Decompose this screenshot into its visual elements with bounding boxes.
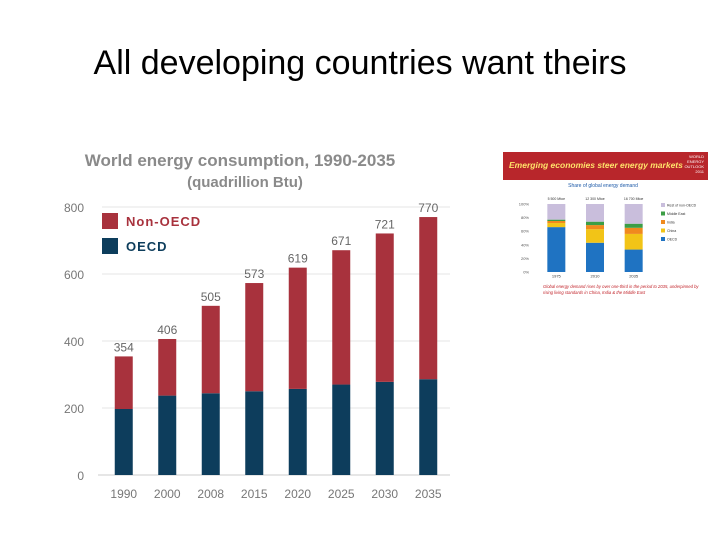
legend-label-oecd: OECD [126,239,168,254]
legend-swatch-oecd [102,238,118,254]
x-tick-label: 1990 [110,487,137,501]
inset-x-tick: 2010 [591,274,601,279]
chart-title: World energy consumption, 1990-2035 [85,151,396,170]
total-label-2030: 721 [375,217,395,231]
inset-share-chart: 0% 20% 40% 60% 80% 100% 1975 5 500 Mtoe 2010 12 … [519,197,697,279]
total-label-2015: 573 [244,267,264,281]
total-label-1990: 354 [114,340,134,354]
inset-y-ticks: 0% 20% 40% 60% 80% 100% [519,202,530,275]
bar-oecd-1990 [114,409,133,475]
total-label-2035: 770 [418,201,438,215]
inset-legend: Rest of non-OECD Middle East India China OEC… [661,203,697,242]
x-tick-label: 2000 [154,487,181,501]
inset-column-label: 5 500 Mtoe [548,197,566,201]
legend-swatch-non-oecd [102,213,118,229]
inset-x-tick: 2035 [629,274,639,279]
x-tick-label: 2025 [328,487,355,501]
inset-bar-2035-3 [624,223,643,228]
bar-non-oecd-2000 [158,338,177,396]
total-label-2000: 406 [157,323,177,337]
inset-x-ticks: 1975 5 500 Mtoe 2010 12 300 Mtoe 2035 16 700 … [548,197,644,279]
inset-subtitle: Share of global energy demand [568,183,638,189]
inset-header: Emerging economies steer energy markets … [503,152,708,180]
inset-bar-1975-3 [547,219,566,221]
inset-bar-2010-1 [586,229,604,243]
inset-bar-1975-0 [547,227,566,272]
bar-oecd-2000 [158,395,177,475]
inset-bars [547,204,643,272]
x-axis-ticks: 1990 2000 2008 2015 2020 2025 2030 2035 [110,487,442,501]
bar-oecd-2015 [245,391,264,475]
inset-weo-image: Emerging economies steer energy markets … [503,152,708,307]
bar-non-oecd-2030 [375,233,394,382]
inset-legend-label: OECD [667,238,678,242]
inset-legend-swatch [661,220,665,224]
total-label-2008: 505 [201,290,221,304]
bar-non-oecd-2035 [419,217,438,380]
x-tick-label: 2015 [241,487,268,501]
bars: 354 406 505 573 619 671 721 770 [114,201,439,475]
inset-legend-swatch [661,237,665,241]
inset-legend-swatch [661,211,665,216]
y-tick-label: 200 [64,402,84,416]
inset-y-tick: 40% [521,242,529,247]
inset-column-label: 16 700 Mtoe [624,197,644,201]
inset-logo-text: WORLD ENERGY OUTLOOK 2011 [684,154,704,174]
x-tick-label: 2008 [197,487,224,501]
y-tick-label: 600 [64,268,84,282]
bar-non-oecd-1990 [114,356,133,410]
bar-oecd-2030 [375,381,394,475]
inset-bar-2035-0 [624,249,643,272]
x-tick-label: 2020 [284,487,311,501]
x-tick-label: 2035 [415,487,442,501]
bar-oecd-2025 [332,384,351,475]
inset-legend-swatch [661,228,665,233]
bar-non-oecd-2015 [245,283,264,392]
y-tick-label: 0 [77,469,84,483]
inset-legend-label: Rest of non-OECD [667,204,697,208]
total-label-2020: 619 [288,252,308,266]
inset-y-tick: 100% [519,202,530,207]
bar-oecd-2035 [419,379,438,475]
inset-legend-label: India [667,221,675,225]
inset-bar-2035-4 [624,204,643,224]
legend-label-non-oecd: Non-OECD [126,214,201,229]
bar-non-oecd-2025 [332,250,351,385]
inset-y-tick: 20% [521,256,529,261]
inset-title: Emerging economies steer energy markets [509,160,683,170]
bar-non-oecd-2008 [201,305,220,394]
legend: Non-OECD OECD [102,213,201,254]
inset-legend-label: China [667,229,676,233]
total-label-2025: 671 [331,234,351,248]
bar-oecd-2008 [201,393,220,475]
inset-y-tick: 60% [521,229,529,234]
inset-bar-2035-1 [624,233,643,250]
y-axis-ticks: 0 200 400 600 800 [64,201,84,483]
inset-x-tick: 1975 [552,274,562,279]
inset-legend-label: Middle East [667,212,685,216]
inset-bar-2010-0 [586,242,604,272]
inset-bar-2010-4 [586,204,604,222]
inset-y-tick: 80% [521,215,529,220]
slide-title: All developing countries want theirs [93,44,627,82]
world-energy-chart: World energy consumption, 1990-2035 (qua… [64,151,450,501]
inset-bar-1975-1 [547,223,566,228]
bar-oecd-2020 [288,388,307,475]
inset-y-tick: 0% [523,270,529,275]
y-tick-label: 800 [64,201,84,215]
inset-bar-2035-2 [624,227,643,234]
inset-column-label: 12 300 Mtoe [585,197,605,201]
inset-caption: Global energy demand rises by over one-t… [543,284,699,295]
x-tick-label: 2030 [371,487,398,501]
inset-bar-1975-2 [547,221,566,224]
bar-non-oecd-2020 [288,267,307,389]
inset-legend-swatch [661,203,665,207]
inset-bar-2010-3 [586,221,604,226]
inset-bar-1975-4 [547,204,566,220]
chart-subtitle: (quadrillion Btu) [187,174,303,191]
inset-bar-2010-2 [586,225,604,230]
y-tick-label: 400 [64,335,84,349]
